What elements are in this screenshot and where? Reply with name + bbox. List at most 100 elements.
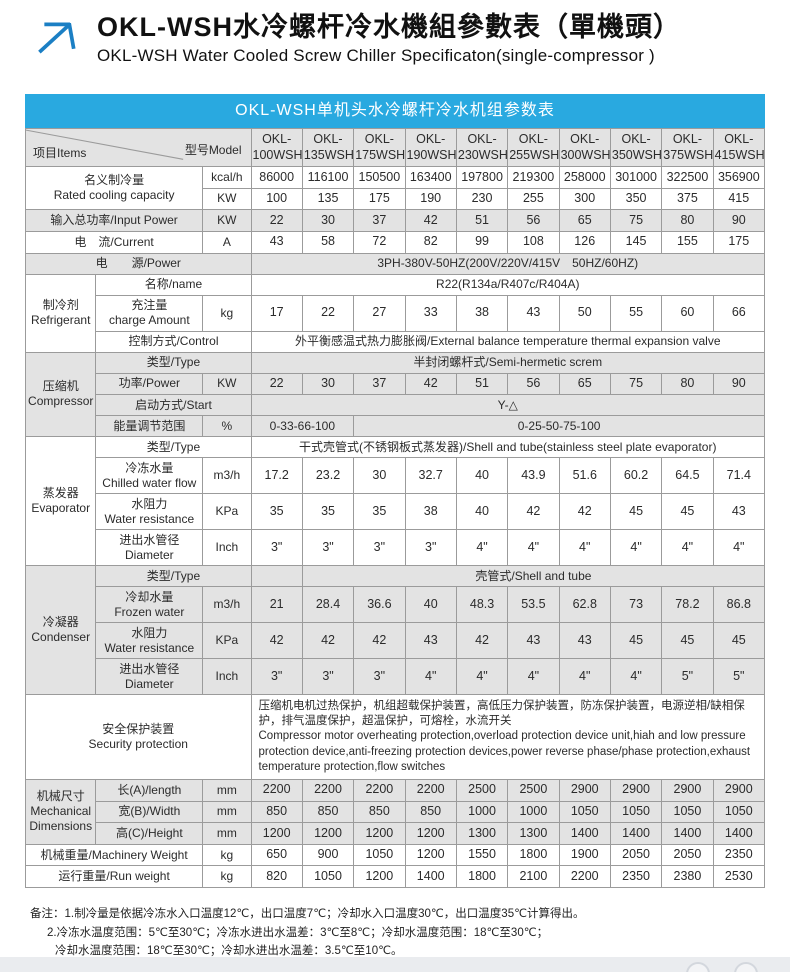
value-cell: 22 xyxy=(250,372,303,396)
value-cell: 90 xyxy=(712,372,766,396)
corner-model-label: 型号Model xyxy=(184,143,242,157)
value-cell: 42 xyxy=(558,493,611,531)
value-cell: 2900 xyxy=(712,778,766,802)
unit-cell: m3/h xyxy=(202,457,252,495)
row-label: 进出水管径 Diameter xyxy=(95,529,204,567)
value-cell: 27 xyxy=(353,294,406,332)
value-cell: 3" xyxy=(301,529,355,567)
value-cell: 42 xyxy=(353,622,406,660)
table-row: 充注量 charge Amount kg 17 22 27 33 38 43 50 55 60 66 xyxy=(26,294,766,332)
value-cell: 99 xyxy=(455,230,509,254)
title-bar: OKL-WSH水冷螺杆冷水機組參數表（單機頭） OKL-WSH Water Co… xyxy=(0,0,790,72)
value-cell: 415 xyxy=(712,187,766,211)
unit-cell: Inch xyxy=(202,658,252,696)
row-label: 名称/name xyxy=(95,273,252,296)
span-cell: 壳管式/Shell and tube xyxy=(301,565,766,588)
value-cell: 33 xyxy=(404,294,457,332)
value-cell: 1200 xyxy=(353,865,406,889)
value-cell: 17 xyxy=(250,294,303,332)
value-cell: 1400 xyxy=(661,822,714,845)
value-cell: 56 xyxy=(507,372,560,396)
value-cell: 1800 xyxy=(507,843,560,867)
value-cell: 301000 xyxy=(609,166,663,189)
value-cell: 45 xyxy=(661,622,714,660)
notes-zh: 备注：1.制冷量是依据冷冻水入口温度12℃，出口温度7℃；冷却水入口温度30℃，… xyxy=(30,905,790,972)
value-cell: 43 xyxy=(404,622,457,660)
value-cell: 42 xyxy=(301,622,355,660)
row-label: 控制方式/Control xyxy=(95,330,252,353)
model-header: OKL- 230WSH xyxy=(455,128,509,167)
value-cell: 32.7 xyxy=(404,457,457,495)
value-cell: 42 xyxy=(507,493,560,531)
value-cell: 50 xyxy=(558,294,611,332)
value-cell: 42 xyxy=(404,372,457,396)
value-cell: 1300 xyxy=(455,822,509,845)
model-header: OKL- 135WSH xyxy=(301,128,355,167)
unit-cell: Inch xyxy=(202,529,252,567)
value-cell: 1000 xyxy=(507,800,560,824)
value-cell: 35 xyxy=(353,493,406,531)
value-cell: 4" xyxy=(712,529,766,567)
value-cell: 850 xyxy=(250,800,303,824)
value-cell: 356900 xyxy=(712,166,766,189)
value-cell: 375 xyxy=(661,187,714,211)
value-cell: 4" xyxy=(404,658,457,696)
span-cell: 0-25-50-75-100 xyxy=(353,415,765,438)
span-cell xyxy=(250,565,303,588)
value-cell: 2380 xyxy=(661,865,714,889)
diagonal-divider xyxy=(26,129,251,166)
table-row: 运行重量/Run weight kg 820 1050 1200 1400 1800 2100… xyxy=(24,865,766,889)
value-cell: 37 xyxy=(353,372,406,396)
row-label: 电 流/Current xyxy=(24,230,204,254)
notes-section: 备注：1.制冷量是依据冷冻水入口温度12℃，出口温度7℃；冷却水入口温度30℃，… xyxy=(30,905,790,972)
table-row: 机械重量/Machinery Weight kg 650 900 1050 1200 155… xyxy=(24,843,766,867)
value-cell: 65 xyxy=(558,209,611,232)
value-cell: 197800 xyxy=(455,166,509,189)
value-cell: 60.2 xyxy=(609,457,663,495)
span-cell: R22(R134a/R407c/R404A) xyxy=(250,273,765,296)
value-cell: 1050 xyxy=(712,800,766,824)
value-cell: 3" xyxy=(250,529,303,567)
value-cell: 43.9 xyxy=(507,457,560,495)
value-cell: 163400 xyxy=(404,166,457,189)
row-label: 水阻力 Water resistance xyxy=(95,622,204,660)
value-cell: 37 xyxy=(353,209,406,232)
value-cell: 62.8 xyxy=(558,586,611,624)
table-row: 输入总功率/Input Power KW 22 30 37 42 51 56 65 75 80 90 xyxy=(24,209,766,232)
value-cell: 1550 xyxy=(455,843,509,867)
model-header: OKL- 255WSH xyxy=(507,128,560,167)
value-cell: 80 xyxy=(661,372,714,396)
value-cell: 40 xyxy=(455,457,509,495)
value-cell: 43 xyxy=(558,622,611,660)
value-cell: 2900 xyxy=(558,778,611,802)
value-cell: 75 xyxy=(609,372,663,396)
value-cell: 71.4 xyxy=(712,457,766,495)
value-cell: 40 xyxy=(404,586,457,624)
value-cell: 350 xyxy=(609,187,663,211)
unit-cell: m3/h xyxy=(202,586,252,624)
value-cell: 1200 xyxy=(404,822,457,845)
value-cell: 2200 xyxy=(301,778,355,802)
span-cell: 干式壳管式(不锈钢板式蒸发器)/Shell and tube(stainless… xyxy=(250,436,765,459)
value-cell: 175 xyxy=(353,187,406,211)
value-cell: 2200 xyxy=(404,778,457,802)
value-cell: 5" xyxy=(712,658,766,696)
table-row: 水阻力 Water resistance KPa 35 35 35 38 40 42 42 45 4… xyxy=(26,493,766,531)
unit-cell: KPa xyxy=(202,622,252,660)
value-cell: 3" xyxy=(353,529,406,567)
value-cell: 1200 xyxy=(301,822,355,845)
table-row: 名义制冷量 Rated cooling capacity kcal/h 86000 1… xyxy=(24,165,766,211)
table-row: 进出水管径 Diameter Inch 3" 3" 3" 3" 4" 4" 4" 4" 4" 4" xyxy=(26,529,766,567)
value-cell: 1050 xyxy=(558,800,611,824)
value-cell: 45 xyxy=(712,622,766,660)
value-cell: 850 xyxy=(404,800,457,824)
value-cell: 2350 xyxy=(609,865,663,889)
value-cell: 3" xyxy=(353,658,406,696)
value-cell: 1900 xyxy=(558,843,611,867)
value-cell: 35 xyxy=(250,493,303,531)
value-cell: 4" xyxy=(507,658,560,696)
value-cell: 116100 xyxy=(301,166,355,189)
table-row: 制冷剂 Refrigerant 名称/name R22(R134a/R407c/R4… xyxy=(24,273,765,353)
value-cell: 66 xyxy=(712,294,766,332)
value-cell: 45 xyxy=(609,622,663,660)
